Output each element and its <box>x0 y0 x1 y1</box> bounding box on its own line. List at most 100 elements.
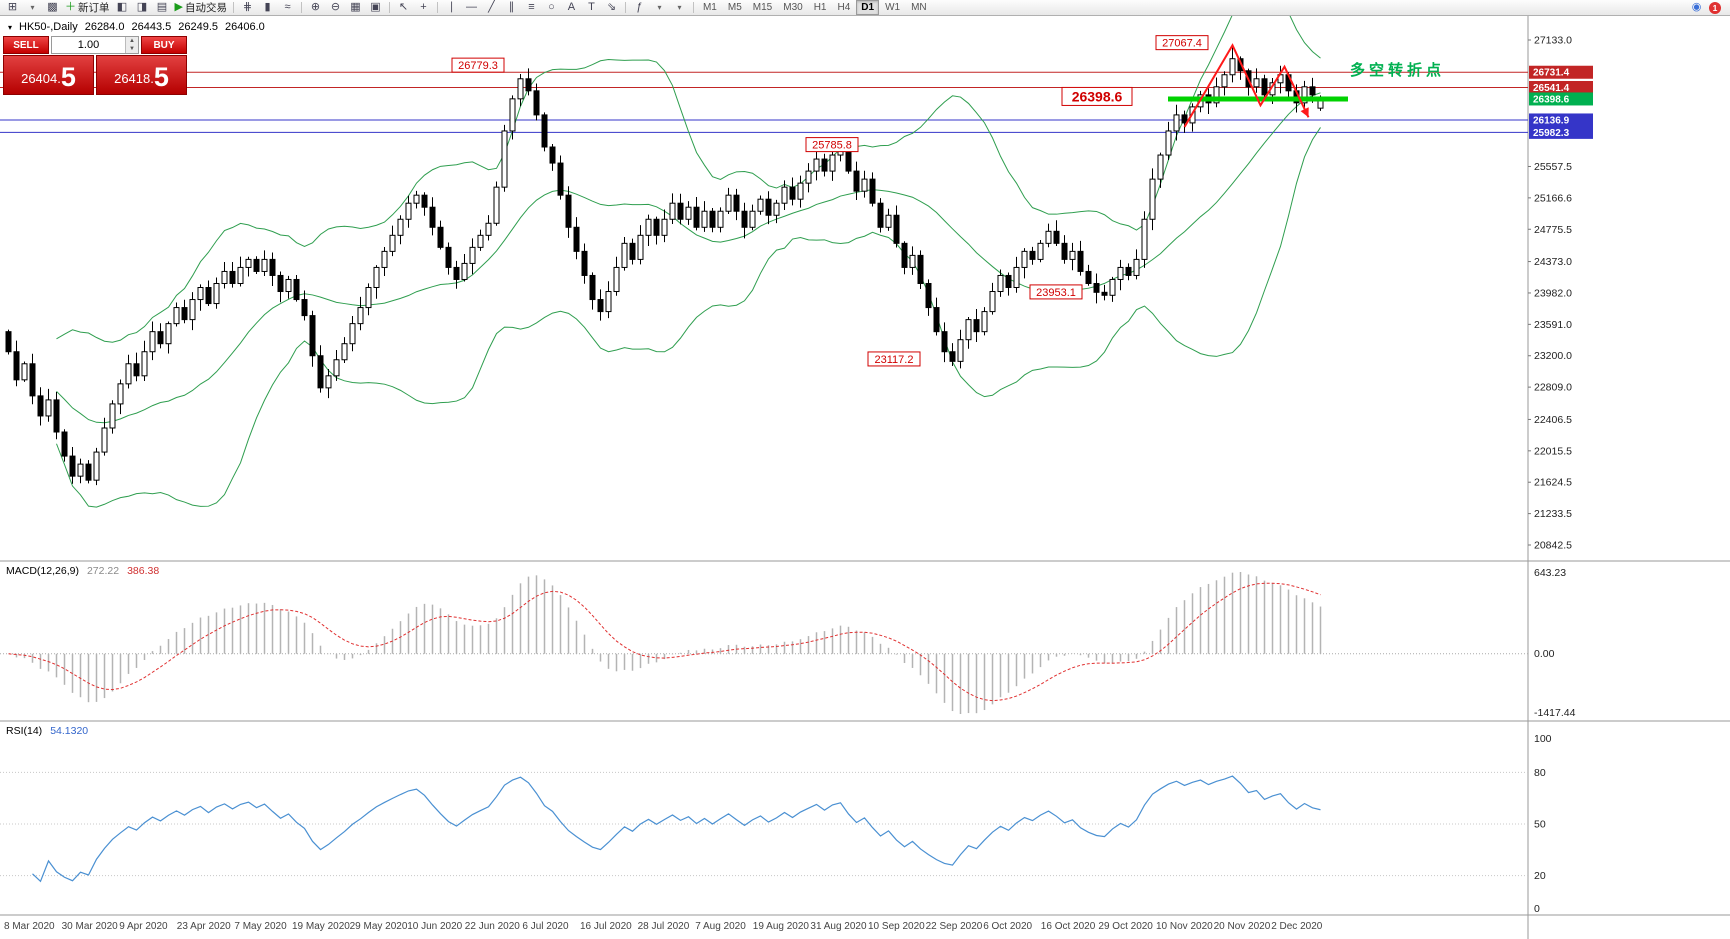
chart-list-dropdown[interactable]: ▾ <box>23 1 42 15</box>
date-axis-label: 31 Aug 2020 <box>810 921 867 932</box>
shapes-button[interactable]: ○ <box>542 1 561 15</box>
cursor-button-icon: ↖ <box>398 1 409 13</box>
candlestick-series <box>5 45 1324 486</box>
market-watch-button[interactable]: ◧ <box>113 1 132 15</box>
svg-text:26136.9: 26136.9 <box>1533 115 1570 126</box>
date-axis-label: 10 Nov 2020 <box>1156 921 1213 932</box>
volume-up-button[interactable]: ▲ <box>126 37 138 45</box>
new-order-button[interactable]: ＋新订单 <box>63 1 112 15</box>
svg-text:26779.3: 26779.3 <box>458 60 498 72</box>
sell-price-panel[interactable]: 26404. 5 <box>3 55 94 95</box>
price-callout-label[interactable]: 26398.6 <box>1061 86 1133 106</box>
volume-down-button[interactable]: ▼ <box>126 45 138 53</box>
date-axis-label: 30 Mar 2020 <box>62 921 119 932</box>
crosshair-button[interactable]: + <box>414 1 433 15</box>
autotrading-button[interactable]: ▶ 自动交易 <box>173 1 229 15</box>
profiles-button-icon: ▩ <box>47 1 58 13</box>
indicators-button[interactable]: ƒ <box>630 1 649 15</box>
price-axis-label: 21233.5 <box>1534 508 1572 520</box>
vertical-line-button[interactable]: ∣ <box>442 1 461 15</box>
trend-arrow-object[interactable] <box>1183 43 1310 128</box>
price-callout-label[interactable]: 23117.2 <box>867 351 921 367</box>
ohlc-open: 26284.0 <box>84 21 125 33</box>
date-axis-label: 29 Oct 2020 <box>1098 921 1153 932</box>
cursor-button[interactable]: ↖ <box>394 1 413 15</box>
fibonacci-button-icon: ≡ <box>528 1 535 13</box>
candlestick-chart-button[interactable]: ▮ <box>258 1 277 15</box>
arrow-tools-button[interactable]: ⇘ <box>602 1 621 15</box>
rsi-axis-label: 50 <box>1534 819 1546 831</box>
date-axis-label: 20 Nov 2020 <box>1214 921 1271 932</box>
price-callout-label[interactable]: 27067.4 <box>1155 35 1209 51</box>
buy-price-panel[interactable]: 26418. 5 <box>96 55 187 95</box>
date-axis-label: 16 Jul 2020 <box>580 921 632 932</box>
rsi-indicator <box>0 771 1528 883</box>
date-axis-label: 22 Jun 2020 <box>465 921 520 932</box>
trendline-button[interactable]: ╱ <box>482 1 501 15</box>
svg-text:26541.4: 26541.4 <box>1533 83 1570 94</box>
price-callout-label[interactable]: 26779.3 <box>451 57 505 73</box>
indicators-dropdown[interactable]: ▾ <box>650 1 669 15</box>
bar-chart-button[interactable]: ⋕ <box>238 1 257 15</box>
date-axis-label: 10 Sep 2020 <box>868 921 925 932</box>
price-axis-badge: 25982.3 <box>1529 125 1593 139</box>
timeframes-dropdown-icon: ▾ <box>677 3 682 12</box>
timeframe-h1[interactable]: H1 <box>813 2 827 13</box>
macd-signal-value: 386.38 <box>127 565 160 577</box>
timeframe-m5[interactable]: M5 <box>727 2 742 13</box>
price-callout-label[interactable]: 25785.8 <box>805 137 859 153</box>
new-chart-button[interactable]: ⊞ <box>3 1 22 15</box>
terminal-button-icon: ▤ <box>156 1 168 13</box>
timeframe-w1[interactable]: W1 <box>885 2 901 13</box>
profiles-button[interactable]: ▩ <box>43 1 62 15</box>
svg-text:26398.6: 26398.6 <box>1533 94 1570 105</box>
svg-text:25785.8: 25785.8 <box>812 140 852 152</box>
chart-marker-icon: ▾ <box>8 23 13 32</box>
arrow-head-icon <box>1300 107 1309 118</box>
date-axis-label: 19 Aug 2020 <box>753 921 810 932</box>
fibonacci-button[interactable]: ≡ <box>522 1 541 15</box>
date-axis-label: 29 May 2020 <box>350 921 408 932</box>
text-label-button[interactable]: T <box>582 1 601 15</box>
timeframe-mn[interactable]: MN <box>911 2 927 13</box>
notification-badge[interactable]: 1 <box>1709 1 1721 14</box>
tile-windows-button[interactable]: ▦ <box>346 1 365 15</box>
price-callout-label[interactable]: 23953.1 <box>1029 284 1083 300</box>
rsi-header: RSI(14) 54.1320 <box>6 725 88 737</box>
horizontal-line-button[interactable]: ― <box>462 1 481 15</box>
horizontal-line-button-icon: ― <box>465 1 477 13</box>
line-chart-button-icon: ≈ <box>284 1 291 13</box>
date-axis-label: 9 Apr 2020 <box>119 921 168 932</box>
timeframe-m30[interactable]: M30 <box>783 2 803 13</box>
timeframe-m1[interactable]: M1 <box>702 2 717 13</box>
timeframe-h4[interactable]: H4 <box>837 2 851 13</box>
svg-text:23117.2: 23117.2 <box>875 354 914 366</box>
price-axis-label: 20842.5 <box>1534 540 1572 552</box>
navigator-button[interactable]: ◨ <box>133 1 152 15</box>
channel-button[interactable]: ∥ <box>502 1 521 15</box>
volume-input[interactable] <box>52 37 125 53</box>
zoom-out-button[interactable]: ⊖ <box>326 1 345 15</box>
price-axis-badge: 26136.9 <box>1529 113 1593 127</box>
auto-arrange-button[interactable]: ▣ <box>366 1 385 15</box>
timeframe-d1[interactable]: D1 <box>856 0 880 15</box>
timeframe-m15[interactable]: M15 <box>752 2 773 13</box>
timeframes-dropdown[interactable]: ▾ <box>670 1 689 15</box>
toolbar-separator <box>624 2 626 13</box>
macd-indicator <box>0 572 1528 714</box>
zoom-in-button[interactable]: ⊕ <box>306 1 325 15</box>
date-axis-label: 7 Aug 2020 <box>695 921 746 932</box>
community-button[interactable]: ◉ <box>1687 1 1706 15</box>
line-chart-button[interactable]: ≈ <box>278 1 297 15</box>
autotrading-button-label: 自动交易 <box>184 2 227 14</box>
text-button[interactable]: A <box>562 1 581 15</box>
bollinger-bands <box>56 16 1321 508</box>
price-axis-label: 24373.0 <box>1534 256 1572 268</box>
terminal-button[interactable]: ▤ <box>153 1 172 15</box>
sell-button[interactable]: SELL <box>3 36 49 54</box>
turning-point-note[interactable]: 多空转折点 <box>1350 61 1445 79</box>
channel-button-icon: ∥ <box>508 1 515 13</box>
buy-button[interactable]: BUY <box>141 36 187 54</box>
candlestick-chart-button-icon: ▮ <box>264 1 271 13</box>
